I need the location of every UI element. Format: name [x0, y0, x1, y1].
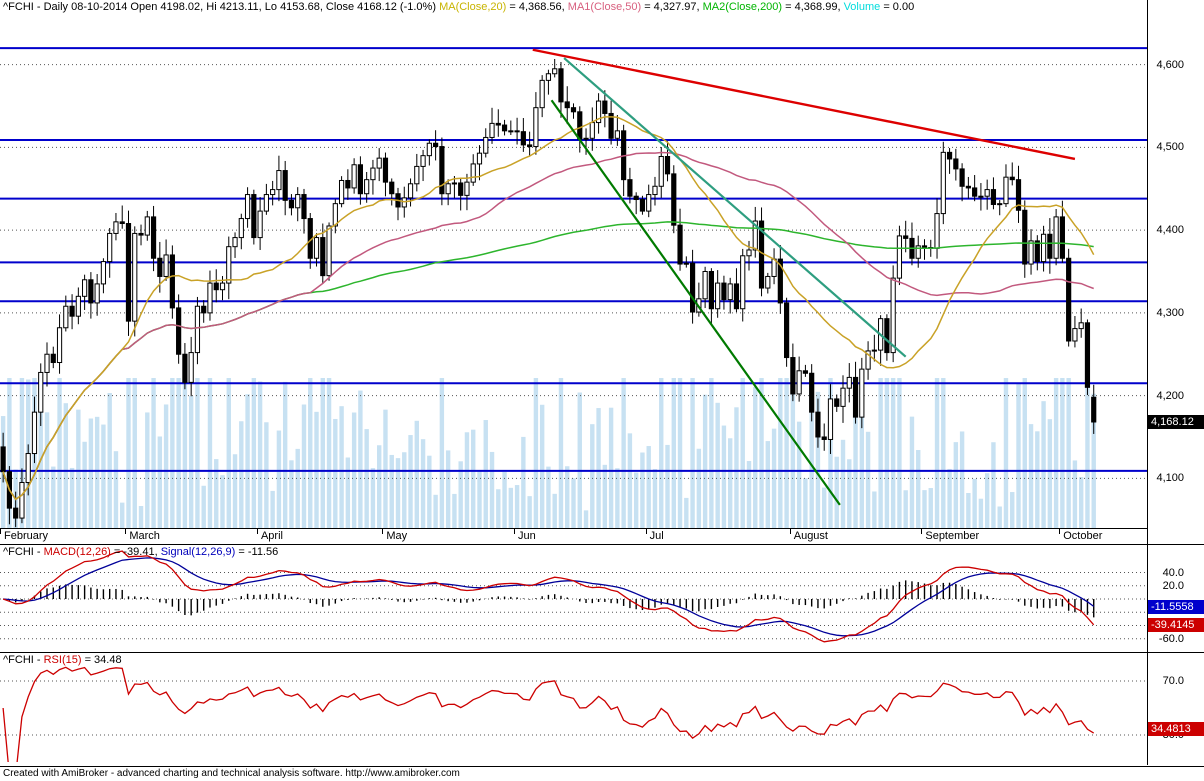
status-bar: Created with AmiBroker - advanced charti… — [0, 766, 1204, 781]
title-segment: MA2(Close,200) — [702, 1, 783, 13]
month-label: Jun — [517, 530, 536, 542]
title-segment: = 4,368.99, — [782, 1, 844, 13]
month-tick — [789, 529, 791, 534]
rsi-value-badge: 34.4813 — [1148, 721, 1204, 736]
last-price-badge: 4,168.12 — [1148, 414, 1204, 429]
green-downtrend-line — [550, 99, 841, 506]
y-axis-label: 4,100 — [1156, 472, 1184, 485]
title-segment: ^FCHI - Daily 08-10-2014 Open 4198.02, H… — [3, 1, 440, 13]
macd-signal-line — [3, 557, 1095, 637]
month-tick — [513, 529, 515, 534]
y-axis-label: 4,400 — [1156, 224, 1184, 237]
price-candlestick-chart[interactable] — [0, 15, 1147, 528]
month-label: October — [1063, 530, 1103, 542]
month-tick — [382, 529, 384, 534]
title-segment: ^FCHI - — [3, 654, 44, 666]
month-label: September — [925, 530, 980, 542]
y-axis-label: 70.0 — [1162, 675, 1184, 687]
rsi-chart[interactable] — [0, 654, 1147, 762]
macd-value-badge: -39.4145 — [1148, 618, 1204, 633]
title-segment: = 34.48 — [81, 654, 122, 666]
month-label: May — [386, 530, 408, 542]
month-label: Jul — [649, 530, 664, 542]
title-segment: = 4,327.97, — [641, 1, 703, 13]
rsi-panel-title: ^FCHI - RSI(15) = 34.48 — [3, 654, 122, 667]
panel-separator — [0, 652, 1204, 653]
ma50-line — [2, 151, 1094, 501]
title-segment: = -11.56 — [235, 546, 279, 558]
y-axis-label: 4,200 — [1156, 389, 1184, 402]
y-axis-label: 20.0 — [1162, 579, 1184, 592]
y-axis-label: 4,500 — [1156, 141, 1184, 154]
month-tick — [921, 529, 923, 534]
macd-histogram — [8, 580, 1095, 618]
rsi-gridlines — [0, 680, 1147, 736]
month-tick — [0, 529, 1, 534]
y-axis-label: -60.0 — [1158, 632, 1184, 645]
rsi-panel[interactable]: ^FCHI - RSI(15) = 34.48 — [0, 654, 1147, 762]
rsi-line — [2, 666, 1095, 762]
teal-downtrend-line — [563, 57, 907, 358]
title-segment: MA(Close,20) — [439, 1, 507, 13]
title-segment: = 0.00 — [880, 1, 915, 13]
title-segment: ^FCHI - — [3, 546, 44, 558]
title-segment: MACD(12,26) — [43, 546, 111, 558]
month-tick — [645, 529, 647, 534]
macd-panel[interactable]: ^FCHI - MACD(12,26) = -39.41, Signal(12,… — [0, 546, 1147, 652]
axis-separator — [1147, 0, 1148, 765]
y-axis-label: 4,300 — [1156, 306, 1184, 319]
title-segment: = -39.41, — [110, 546, 161, 558]
month-label: March — [129, 530, 160, 542]
ma20-line — [2, 116, 1095, 501]
price-chart-panel[interactable] — [0, 15, 1147, 528]
title-segment: = 4,368.56, — [506, 1, 568, 13]
price-chart-title-bar: ^FCHI - Daily 08-10-2014 Open 4198.02, H… — [0, 0, 1204, 15]
macd-signal-value-badge: -11.5558 — [1148, 599, 1204, 614]
volume-bars — [0, 378, 1096, 528]
date-axis: February March April May Jun Jul August Septemb… — [0, 528, 1147, 545]
month-tick — [125, 529, 127, 534]
macd-line — [2, 550, 1095, 643]
month-label: February — [4, 530, 49, 542]
candlesticks — [0, 58, 1097, 528]
status-bar-text: Created with AmiBroker - advanced charti… — [3, 768, 460, 779]
red-resistance-trendline — [532, 48, 1076, 161]
macd-panel-title: ^FCHI - MACD(12,26) = -39.41, Signal(12,… — [3, 546, 278, 559]
macd-chart[interactable] — [0, 546, 1147, 652]
title-segment: Volume — [843, 1, 881, 13]
month-tick — [1059, 529, 1061, 534]
month-label: August — [793, 530, 828, 542]
title-segment: RSI(15) — [43, 654, 82, 666]
y-axis-label: 4,600 — [1156, 58, 1184, 71]
y-axis-label: 40.0 — [1162, 566, 1184, 579]
value-axis-column: 4,168.12 -11.5558 -39.4145 34.4813 4,600… — [1148, 0, 1204, 781]
trendlines — [532, 48, 1076, 506]
panel-separator — [0, 544, 1204, 545]
month-tick — [256, 529, 258, 534]
title-segment: MA1(Close,50) — [567, 1, 642, 13]
title-segment: Signal(12,26,9) — [160, 546, 236, 558]
month-label: April — [260, 530, 283, 542]
